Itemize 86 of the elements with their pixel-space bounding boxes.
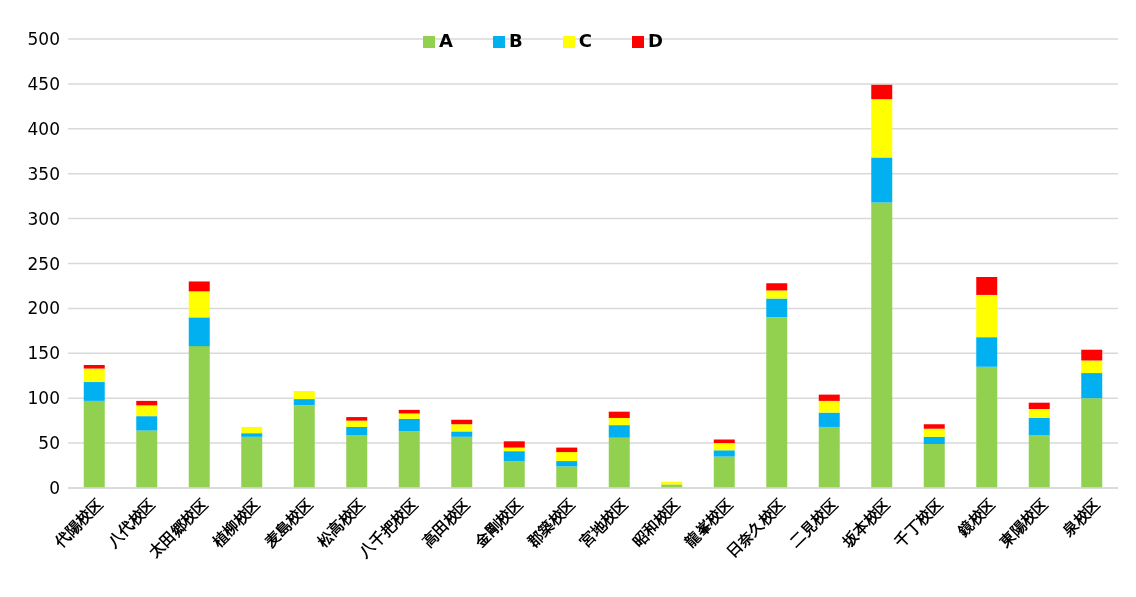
bar <box>1028 408 1050 418</box>
bar <box>83 382 105 401</box>
bar <box>818 426 840 488</box>
bar <box>451 431 473 437</box>
bar <box>451 424 473 432</box>
bar <box>1081 373 1103 399</box>
y-tick-label: 200 <box>27 298 60 319</box>
bar <box>976 337 998 367</box>
bar <box>293 391 315 400</box>
x-tick-label: 泉校区 <box>1058 495 1104 541</box>
bar <box>976 366 998 488</box>
bar <box>871 157 893 203</box>
bar <box>1028 402 1050 409</box>
bar <box>241 436 263 488</box>
bar <box>1028 435 1050 488</box>
y-tick-label: 400 <box>27 118 60 139</box>
bar <box>293 405 315 488</box>
bar <box>1081 398 1103 488</box>
bar <box>398 413 420 419</box>
y-tick-label: 350 <box>27 163 60 184</box>
bar <box>818 412 840 427</box>
x-tick-label: 麦島校区 <box>260 495 317 552</box>
bar <box>293 399 315 406</box>
bar <box>1028 417 1050 436</box>
bar <box>503 461 525 488</box>
bar <box>766 317 788 488</box>
bar <box>556 452 578 462</box>
bar <box>871 202 893 488</box>
bar <box>241 433 263 437</box>
bar <box>713 456 735 488</box>
bar <box>241 426 263 434</box>
bar <box>503 451 525 462</box>
bar <box>713 450 735 457</box>
legend-label: D <box>647 30 663 51</box>
x-tick-label: 二見校区 <box>786 495 842 551</box>
bar <box>871 99 893 158</box>
bar <box>923 428 945 437</box>
bar <box>1081 349 1103 361</box>
bar <box>766 290 788 299</box>
y-tick-label: 250 <box>27 253 60 274</box>
legend-label: C <box>578 30 592 51</box>
bar <box>398 431 420 488</box>
y-tick-label: 50 <box>38 433 60 454</box>
bar <box>346 417 368 421</box>
y-tick-label: 100 <box>27 388 60 409</box>
y-tick-label: 300 <box>27 208 60 229</box>
bar <box>188 291 210 318</box>
bar <box>923 424 945 429</box>
bar <box>83 364 105 369</box>
bar <box>136 405 158 417</box>
y-tick-label: 500 <box>27 29 60 50</box>
bar <box>871 84 893 100</box>
bar <box>188 317 210 347</box>
bar <box>346 426 368 436</box>
bar <box>556 466 578 488</box>
bar <box>556 461 578 467</box>
bar <box>923 444 945 488</box>
y-tick-label: 150 <box>27 343 60 364</box>
bar <box>1081 360 1103 374</box>
bar <box>818 400 840 413</box>
bar <box>923 436 945 444</box>
bar <box>188 281 210 292</box>
bar <box>976 294 998 338</box>
bar <box>608 437 630 488</box>
y-tick-label: 450 <box>27 73 60 94</box>
bar <box>398 418 420 432</box>
bar <box>608 411 630 418</box>
x-tick-label: 千丁校区 <box>890 495 947 552</box>
bar <box>136 416 158 431</box>
bar <box>83 368 105 383</box>
bar <box>83 400 105 488</box>
bar <box>818 394 840 401</box>
bar <box>451 436 473 488</box>
bar <box>976 276 998 295</box>
bar <box>136 430 158 488</box>
bar <box>608 425 630 438</box>
bar <box>346 435 368 488</box>
bar <box>766 283 788 291</box>
bar <box>503 441 525 448</box>
bar <box>188 346 210 488</box>
bar <box>346 420 368 427</box>
legend-label: B <box>509 30 523 51</box>
bar <box>608 417 630 426</box>
bar <box>713 443 735 451</box>
legend-label: A <box>439 30 454 51</box>
bar <box>766 298 788 318</box>
